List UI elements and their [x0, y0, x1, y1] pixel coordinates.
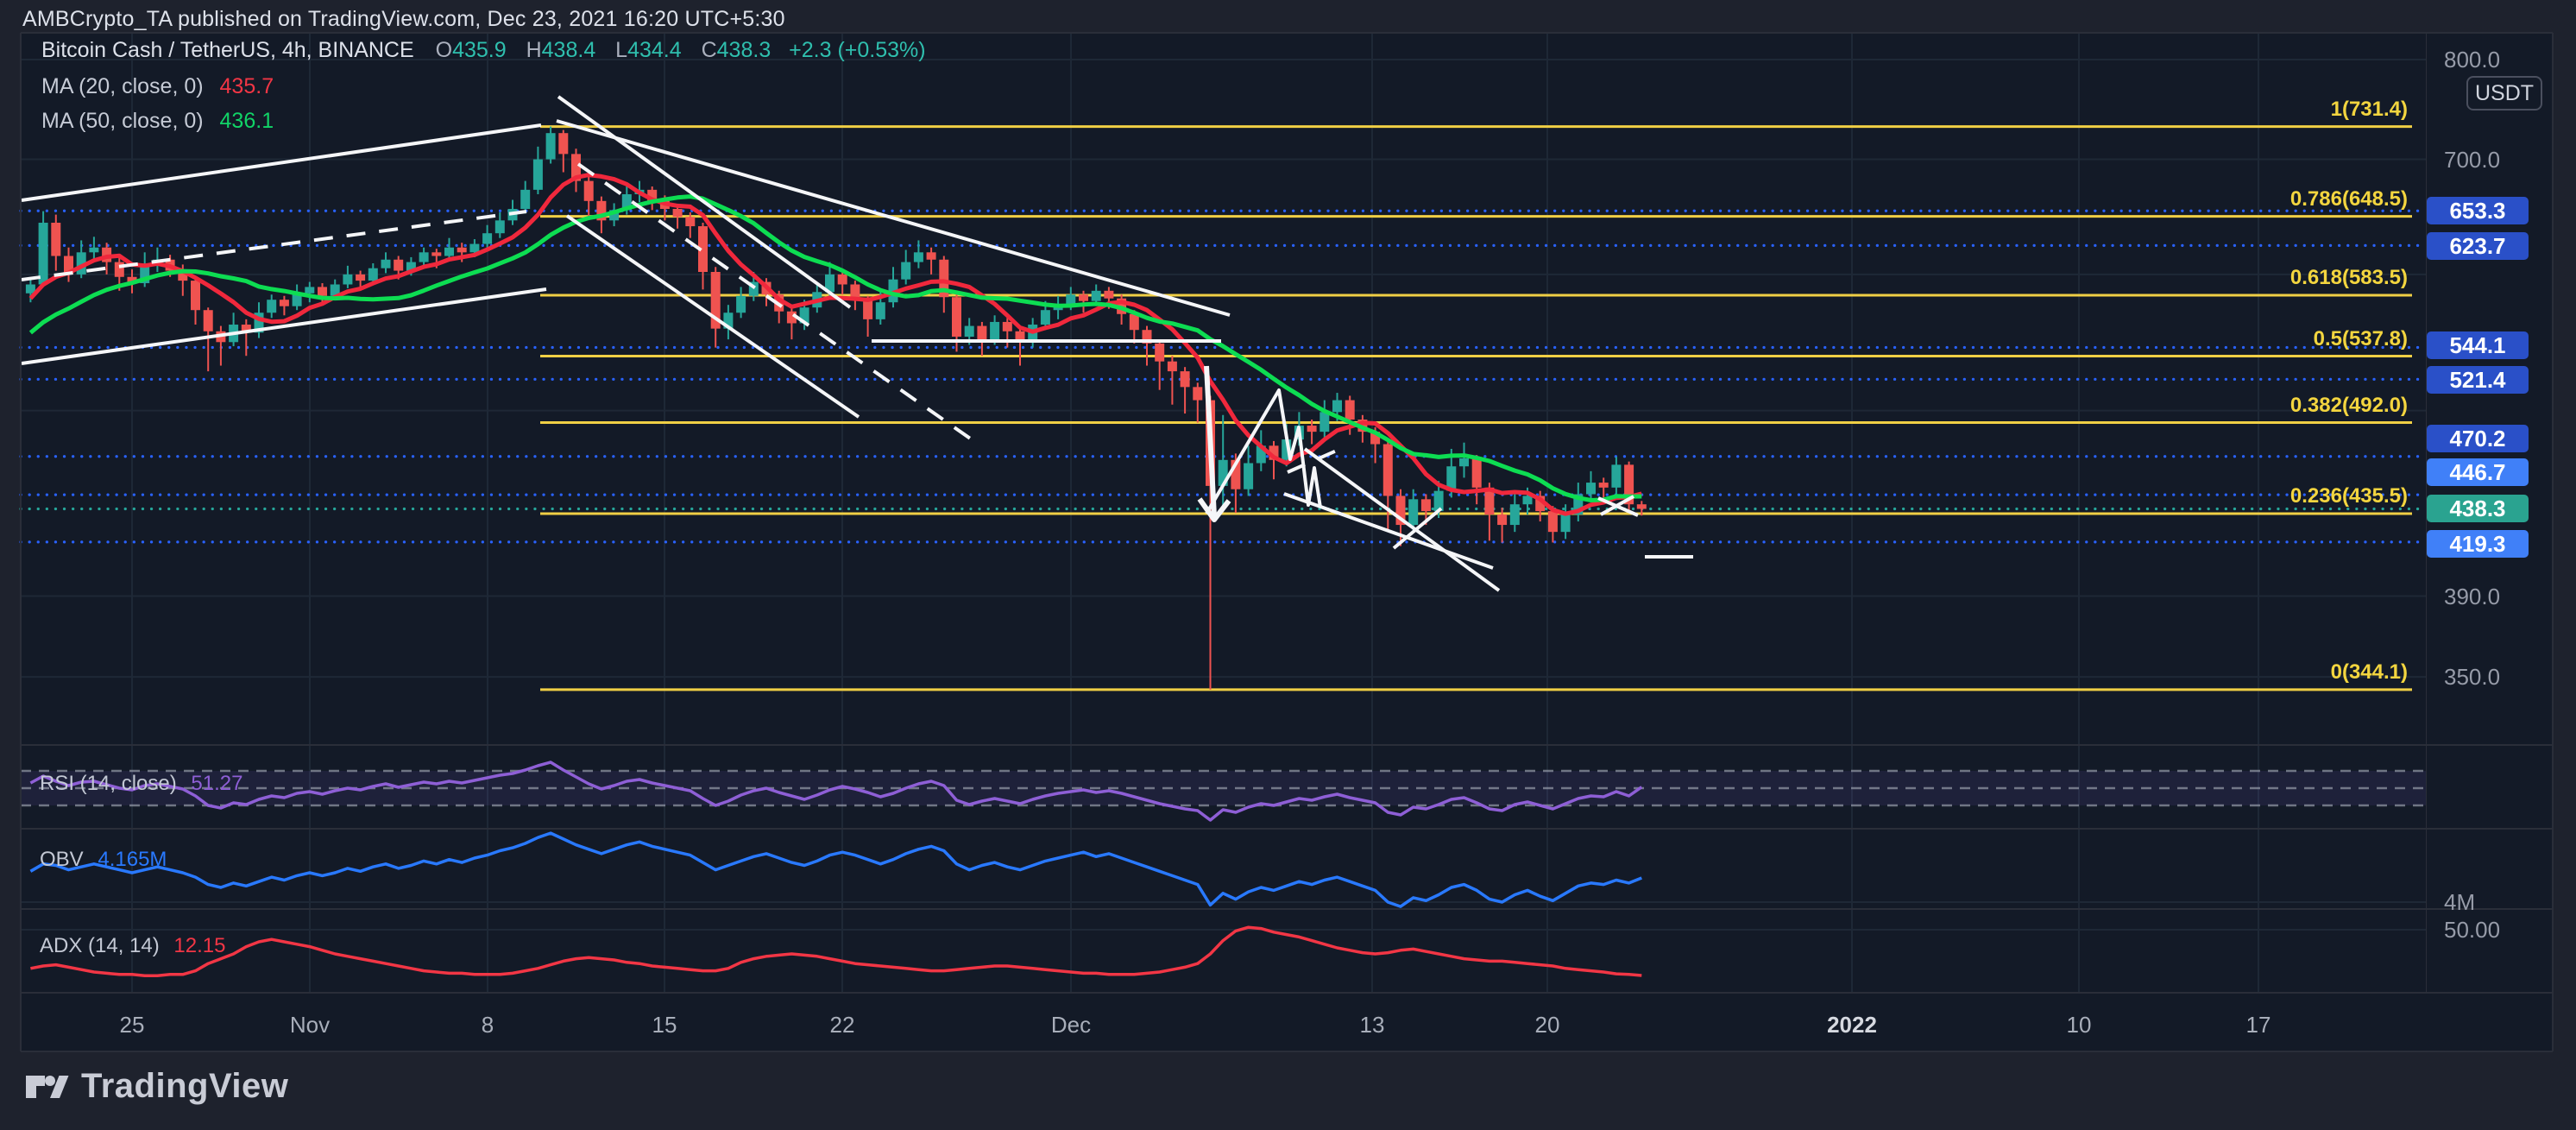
tradingview-logo-text: TradingView: [81, 1067, 289, 1105]
adx-axis-label: 50.00: [2444, 917, 2501, 943]
tradingview-logo-mark: [26, 1075, 69, 1098]
alert-price-badge: 470.2: [2427, 425, 2529, 452]
price-axis-label: 800.0: [2444, 47, 2501, 73]
time-axis-label: 13: [1359, 1012, 1385, 1038]
alert-price-badge: 521.4: [2427, 366, 2529, 394]
adx-label: ADX (14, 14): [40, 934, 160, 957]
open-letter: O: [435, 38, 453, 62]
time-axis-label: 10: [2066, 1012, 2092, 1038]
low-letter: L: [615, 38, 628, 62]
currency-toggle-button[interactable]: USDT: [2466, 76, 2542, 110]
time-axis-label: 17: [2245, 1012, 2271, 1038]
price-axis-label: 390.0: [2444, 584, 2501, 609]
page-title: AMBCrypto_TA published on TradingView.co…: [22, 7, 785, 31]
rsi-line: [29, 761, 1643, 822]
alert-price-badge: 623.7: [2427, 232, 2529, 260]
fib-label: 0.382(492.0): [2289, 393, 2408, 417]
obv-axis-label: 4M: [2444, 889, 2476, 915]
time-axis-label: 25: [119, 1012, 145, 1038]
ma20-value: 435.7: [219, 74, 274, 98]
ma20-line: [28, 173, 1642, 516]
rsi-label: RSI (14, close): [40, 772, 177, 795]
symbol-name: Bitcoin Cash / TetherUS, 4h, BINANCE: [41, 38, 414, 62]
change-value: +2.3 (+0.53%): [789, 38, 926, 62]
high-letter: H: [526, 38, 542, 62]
fib-label: 0.786(648.5): [2289, 186, 2408, 211]
time-axis-label: 15: [652, 1012, 677, 1038]
alert-price-badge: 419.3: [2427, 530, 2529, 558]
current-price-badge: 438.3: [2427, 495, 2529, 522]
adx-line: [30, 925, 1642, 977]
time-axis-label: Nov: [289, 1012, 331, 1038]
ma20-label: MA (20, close, 0): [41, 74, 204, 98]
obv-line: [29, 831, 1642, 908]
time-axis-label: 2022: [1827, 1012, 1877, 1038]
time-axis-label: 22: [829, 1012, 855, 1038]
symbol-legend[interactable]: Bitcoin Cash / TetherUS, 4h, BINANCE O43…: [41, 38, 926, 63]
ma20-legend[interactable]: MA (20, close, 0) 435.7: [41, 74, 274, 99]
close-letter: C: [701, 38, 717, 62]
rsi-value: 51.27: [191, 772, 243, 795]
adx-value: 12.15: [173, 934, 226, 957]
ma50-label: MA (50, close, 0): [41, 109, 204, 133]
alert-price-badge: 544.1: [2427, 331, 2529, 359]
candlestick-series[interactable]: [25, 126, 1647, 690]
rsi-legend[interactable]: RSI (14, close) 51.27: [40, 772, 242, 796]
close-value: 438.3: [716, 38, 772, 62]
ma50-line: [28, 194, 1642, 502]
obv-value: 4.165M: [98, 848, 167, 871]
fib-label: 0.236(435.5): [2289, 484, 2408, 508]
price-axis-label: 350.0: [2444, 664, 2501, 690]
tradingview-logo[interactable]: TradingView: [24, 1067, 288, 1106]
open-value: 435.9: [452, 38, 507, 62]
fib-label: 0(344.1): [2330, 660, 2408, 684]
high-value: 438.4: [541, 38, 596, 62]
ma50-legend[interactable]: MA (50, close, 0) 436.1: [41, 109, 274, 134]
price-axis-label: 700.0: [2444, 147, 2501, 173]
fib-label: 1(731.4): [2330, 97, 2408, 121]
alert-price-badge: 446.7: [2427, 458, 2529, 486]
ma50-value: 436.1: [219, 109, 274, 133]
obv-label: OBV: [40, 848, 84, 871]
time-axis-label: 8: [481, 1012, 494, 1038]
time-axis-label: 20: [1534, 1012, 1560, 1038]
low-value: 434.4: [627, 38, 682, 62]
alert-price-badge: 653.3: [2427, 197, 2529, 224]
fib-label: 0.5(537.8): [2313, 326, 2408, 350]
time-axis-label: Dec: [1050, 1012, 1092, 1038]
adx-legend[interactable]: ADX (14, 14) 12.15: [40, 934, 225, 958]
fib-label: 0.618(583.5): [2289, 266, 2408, 289]
obv-legend[interactable]: OBV 4.165M: [40, 848, 167, 872]
trendline-drawings[interactable]: [21, 95, 1693, 592]
